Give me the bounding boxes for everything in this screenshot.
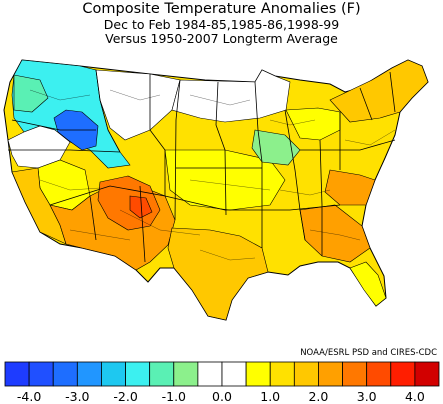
- legend-tick-label: 2.0: [308, 389, 329, 404]
- legend-tick-label: -2.0: [113, 389, 138, 404]
- legend-swatch: [4, 361, 30, 387]
- legend-swatches: [4, 361, 440, 387]
- legend-swatch: [221, 361, 247, 387]
- carolinas-orange: [324, 169, 376, 206]
- oregon-neutral: [7, 125, 71, 169]
- legend-swatch: [125, 361, 151, 387]
- legend-swatch: [149, 361, 175, 387]
- legend-swatch: [390, 361, 416, 387]
- legend-swatch: [101, 361, 126, 387]
- state-boundaries: [8, 69, 396, 263]
- legend-swatch: [269, 361, 295, 387]
- legend-swatch: [197, 361, 223, 387]
- legend-tick-label: -4.0: [16, 389, 42, 404]
- legend-swatch: [76, 361, 102, 387]
- legend-tick-label: 3.0: [356, 389, 377, 404]
- legend-tick-label: -3.0: [65, 389, 90, 404]
- legend-tick-label: 0.0: [212, 389, 232, 404]
- florida-yellow: [349, 261, 387, 307]
- southeast-hot: [299, 204, 371, 263]
- map-title: Composite Temperature Anomalies (F): [82, 1, 361, 17]
- four-corners-hot-region: [97, 175, 161, 231]
- legend-swatch: [245, 361, 271, 387]
- northeast-warm: [329, 59, 429, 123]
- legend-swatch: [52, 361, 78, 387]
- legend-swatch: [293, 361, 319, 387]
- legend-tick-label: 1.0: [260, 389, 281, 404]
- legend-swatch: [318, 361, 343, 387]
- legend-swatch: [366, 361, 392, 387]
- division-lines: [29, 89, 396, 261]
- washington-light-region: [13, 74, 49, 113]
- legend-swatch: [28, 361, 54, 387]
- legend-swatch: [414, 361, 440, 387]
- legend-tick-label: 4.0: [404, 389, 425, 404]
- central-plains-yellow: [164, 149, 286, 211]
- data-source-credit: NOAA/ESRL PSD and CIRES-CDC: [300, 348, 437, 358]
- texas-orange: [167, 227, 269, 321]
- legend-swatch: [342, 361, 368, 387]
- us-anomaly-map: [3, 59, 429, 321]
- color-scale-legend: [4, 361, 440, 387]
- map-subtitle: Dec to Feb 1984-85,1985-86,1998-99: [103, 17, 340, 32]
- upper-midwest-light: [251, 129, 301, 166]
- northern-plains-neutral: [171, 69, 291, 123]
- legend-swatch: [173, 361, 199, 387]
- map-reference-period: Versus 1950-2007 Longterm Average: [105, 31, 338, 46]
- legend-tick-label: -1.0: [161, 389, 186, 404]
